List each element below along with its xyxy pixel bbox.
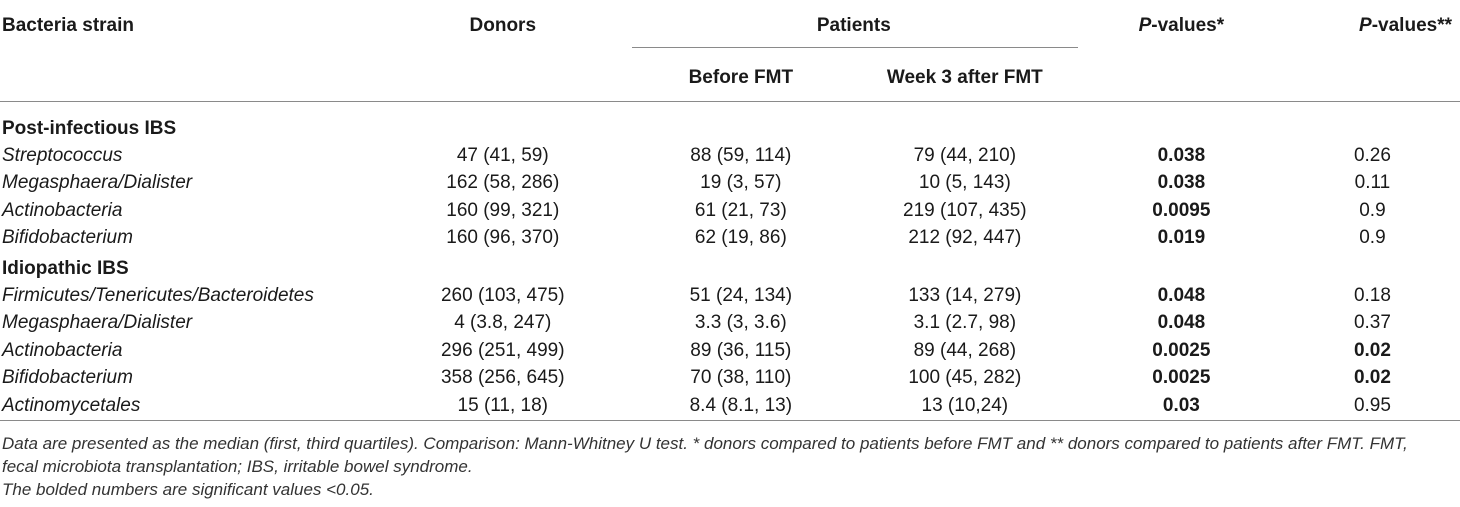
table-row: Streptococcus 47 (41, 59) 88 (59, 114) 79 (… (0, 142, 1460, 170)
cell-week3-after-fmt: 79 (44, 210) (913, 144, 1017, 166)
cell-strain: Actinobacteria (2, 199, 123, 221)
cell-donors: 47 (41, 59) (456, 144, 549, 166)
section-header-row: Post-infectious IBS (0, 112, 1460, 142)
patients-group-rule (631, 47, 1078, 48)
cell-strain: Bifidobacterium (2, 227, 133, 249)
cell-donors: 160 (96, 370) (446, 227, 560, 249)
cell-donors: 15 (11, 18) (457, 394, 549, 416)
cell-before-fmt: 51 (24, 134) (689, 284, 793, 306)
cell-week3-after-fmt: 89 (44, 268) (913, 339, 1017, 361)
cell-before-fmt: 8.4 (8.1, 13) (689, 394, 793, 416)
cell-p-value-1: 0.019 (1157, 227, 1206, 249)
cell-p-value-1: 0.0095 (1152, 199, 1211, 221)
body-spacer (0, 102, 1460, 112)
section-title: Post-infectious IBS (2, 118, 177, 139)
table-row: Firmicutes/Tenericutes/Bacteroidetes 260 … (0, 282, 1460, 310)
table-row: Actinomycetales 15 (11, 18) 8.4 (8.1, 13) 1… (0, 392, 1460, 420)
cell-p-value-2: 0.95 (1353, 394, 1391, 416)
header-row-1: Bacteria strain Donors Patients P-values… (0, 0, 1460, 55)
cell-p-value-1: 0.048 (1157, 284, 1206, 306)
cell-before-fmt: 19 (3, 57) (700, 172, 782, 194)
cell-strain: Megasphaera/Dialister (2, 312, 193, 334)
cell-donors: 296 (251, 499) (440, 339, 565, 361)
cell-donors: 358 (256, 645) (440, 367, 565, 389)
cell-p-value-2: 0.9 (1359, 227, 1386, 249)
cell-week3-after-fmt: 133 (14, 279) (908, 284, 1022, 306)
header-p-values-1: P-values* (1138, 15, 1225, 36)
cell-p-value-2: 0.11 (1354, 172, 1391, 194)
footnote-bold-explanation: The bolded numbers are significant value… (2, 480, 374, 499)
header-patients-label: Patients (816, 15, 891, 36)
table-row: Megasphaera/Dialister 4 (3.8, 247) 3.3 (3,… (0, 310, 1460, 338)
header-divider (0, 101, 1460, 102)
cell-p-value-1: 0.03 (1162, 394, 1200, 416)
cell-p-value-2: 0.18 (1353, 284, 1391, 306)
cell-week3-after-fmt: 100 (45, 282) (908, 367, 1022, 389)
cell-p-value-1: 0.0025 (1152, 339, 1211, 361)
cell-week3-after-fmt: 3.1 (2.7, 98) (913, 312, 1017, 334)
cell-before-fmt: 61 (21, 73) (694, 199, 787, 221)
cell-strain: Actinomycetales (2, 394, 141, 416)
cell-p-value-1: 0.038 (1157, 172, 1206, 194)
section-title: Idiopathic IBS (2, 258, 129, 279)
cell-strain: Streptococcus (2, 144, 123, 166)
cell-strain: Firmicutes/Tenericutes/Bacteroidetes (2, 284, 314, 306)
cell-before-fmt: 89 (36, 115) (690, 339, 792, 361)
header-before-fmt: Before FMT (688, 67, 794, 88)
cell-before-fmt: 62 (19, 86) (694, 227, 787, 249)
cell-week3-after-fmt: 10 (5, 143) (918, 172, 1011, 194)
cell-week3-after-fmt: 212 (92, 447) (908, 227, 1022, 249)
cell-p-value-1: 0.038 (1157, 144, 1206, 166)
table-row: Actinobacteria 296 (251, 499) 89 (36, 115)… (0, 337, 1460, 365)
table-row: Bifidobacterium 358 (256, 645) 70 (38, 110… (0, 365, 1460, 393)
cell-p-value-2: 0.26 (1353, 144, 1391, 166)
table-body: Post-infectious IBS Streptococcus 47 (41, … (0, 102, 1460, 421)
header-row-2: Before FMT Week 3 after FMT (0, 55, 1460, 102)
cell-p-value-2: 0.37 (1353, 312, 1391, 334)
section-header-row: Idiopathic IBS (0, 252, 1460, 282)
header-p-values-2: P-values** (1359, 15, 1452, 36)
table-bottom-rule (0, 419, 1460, 421)
cell-donors: 162 (58, 286) (446, 172, 560, 194)
cell-strain: Bifidobacterium (2, 367, 133, 389)
cell-p-value-2: 0.02 (1353, 367, 1391, 389)
cell-p-value-1: 0.048 (1157, 312, 1206, 334)
cell-strain: Actinobacteria (2, 339, 123, 361)
cell-strain: Megasphaera/Dialister (2, 172, 193, 194)
cell-before-fmt: 70 (38, 110) (690, 367, 792, 389)
table-row: Actinobacteria 160 (99, 321) 61 (21, 73) 21… (0, 197, 1460, 225)
cell-p-value-2: 0.9 (1359, 199, 1386, 221)
header-bacteria-strain: Bacteria strain (2, 15, 135, 36)
cell-week3-after-fmt: 13 (10,24) (921, 394, 1009, 416)
cell-donors: 160 (99, 321) (446, 199, 560, 221)
header-donors: Donors (469, 15, 537, 36)
footnote-methods: Data are presented as the median (first,… (2, 434, 1408, 476)
bacteria-strain-table: Bacteria strain Donors Patients P-values… (0, 0, 1460, 421)
cell-before-fmt: 3.3 (3, 3.6) (694, 312, 787, 334)
cell-week3-after-fmt: 219 (107, 435) (903, 199, 1027, 221)
cell-p-value-1: 0.0025 (1152, 367, 1211, 389)
table-row: Megasphaera/Dialister 162 (58, 286) 19 (3,… (0, 170, 1460, 198)
table-row: Bifidobacterium 160 (96, 370) 62 (19, 86) 2… (0, 225, 1460, 253)
table-footnotes: Data are presented as the median (first,… (2, 432, 1442, 501)
cell-donors: 260 (103, 475) (440, 284, 565, 306)
header-patients: Patients (630, 0, 1078, 55)
cell-donors: 4 (3.8, 247) (454, 312, 552, 334)
cell-before-fmt: 88 (59, 114) (690, 144, 792, 166)
header-week3-after-fmt: Week 3 after FMT (886, 67, 1043, 88)
cell-p-value-2: 0.02 (1353, 339, 1391, 361)
